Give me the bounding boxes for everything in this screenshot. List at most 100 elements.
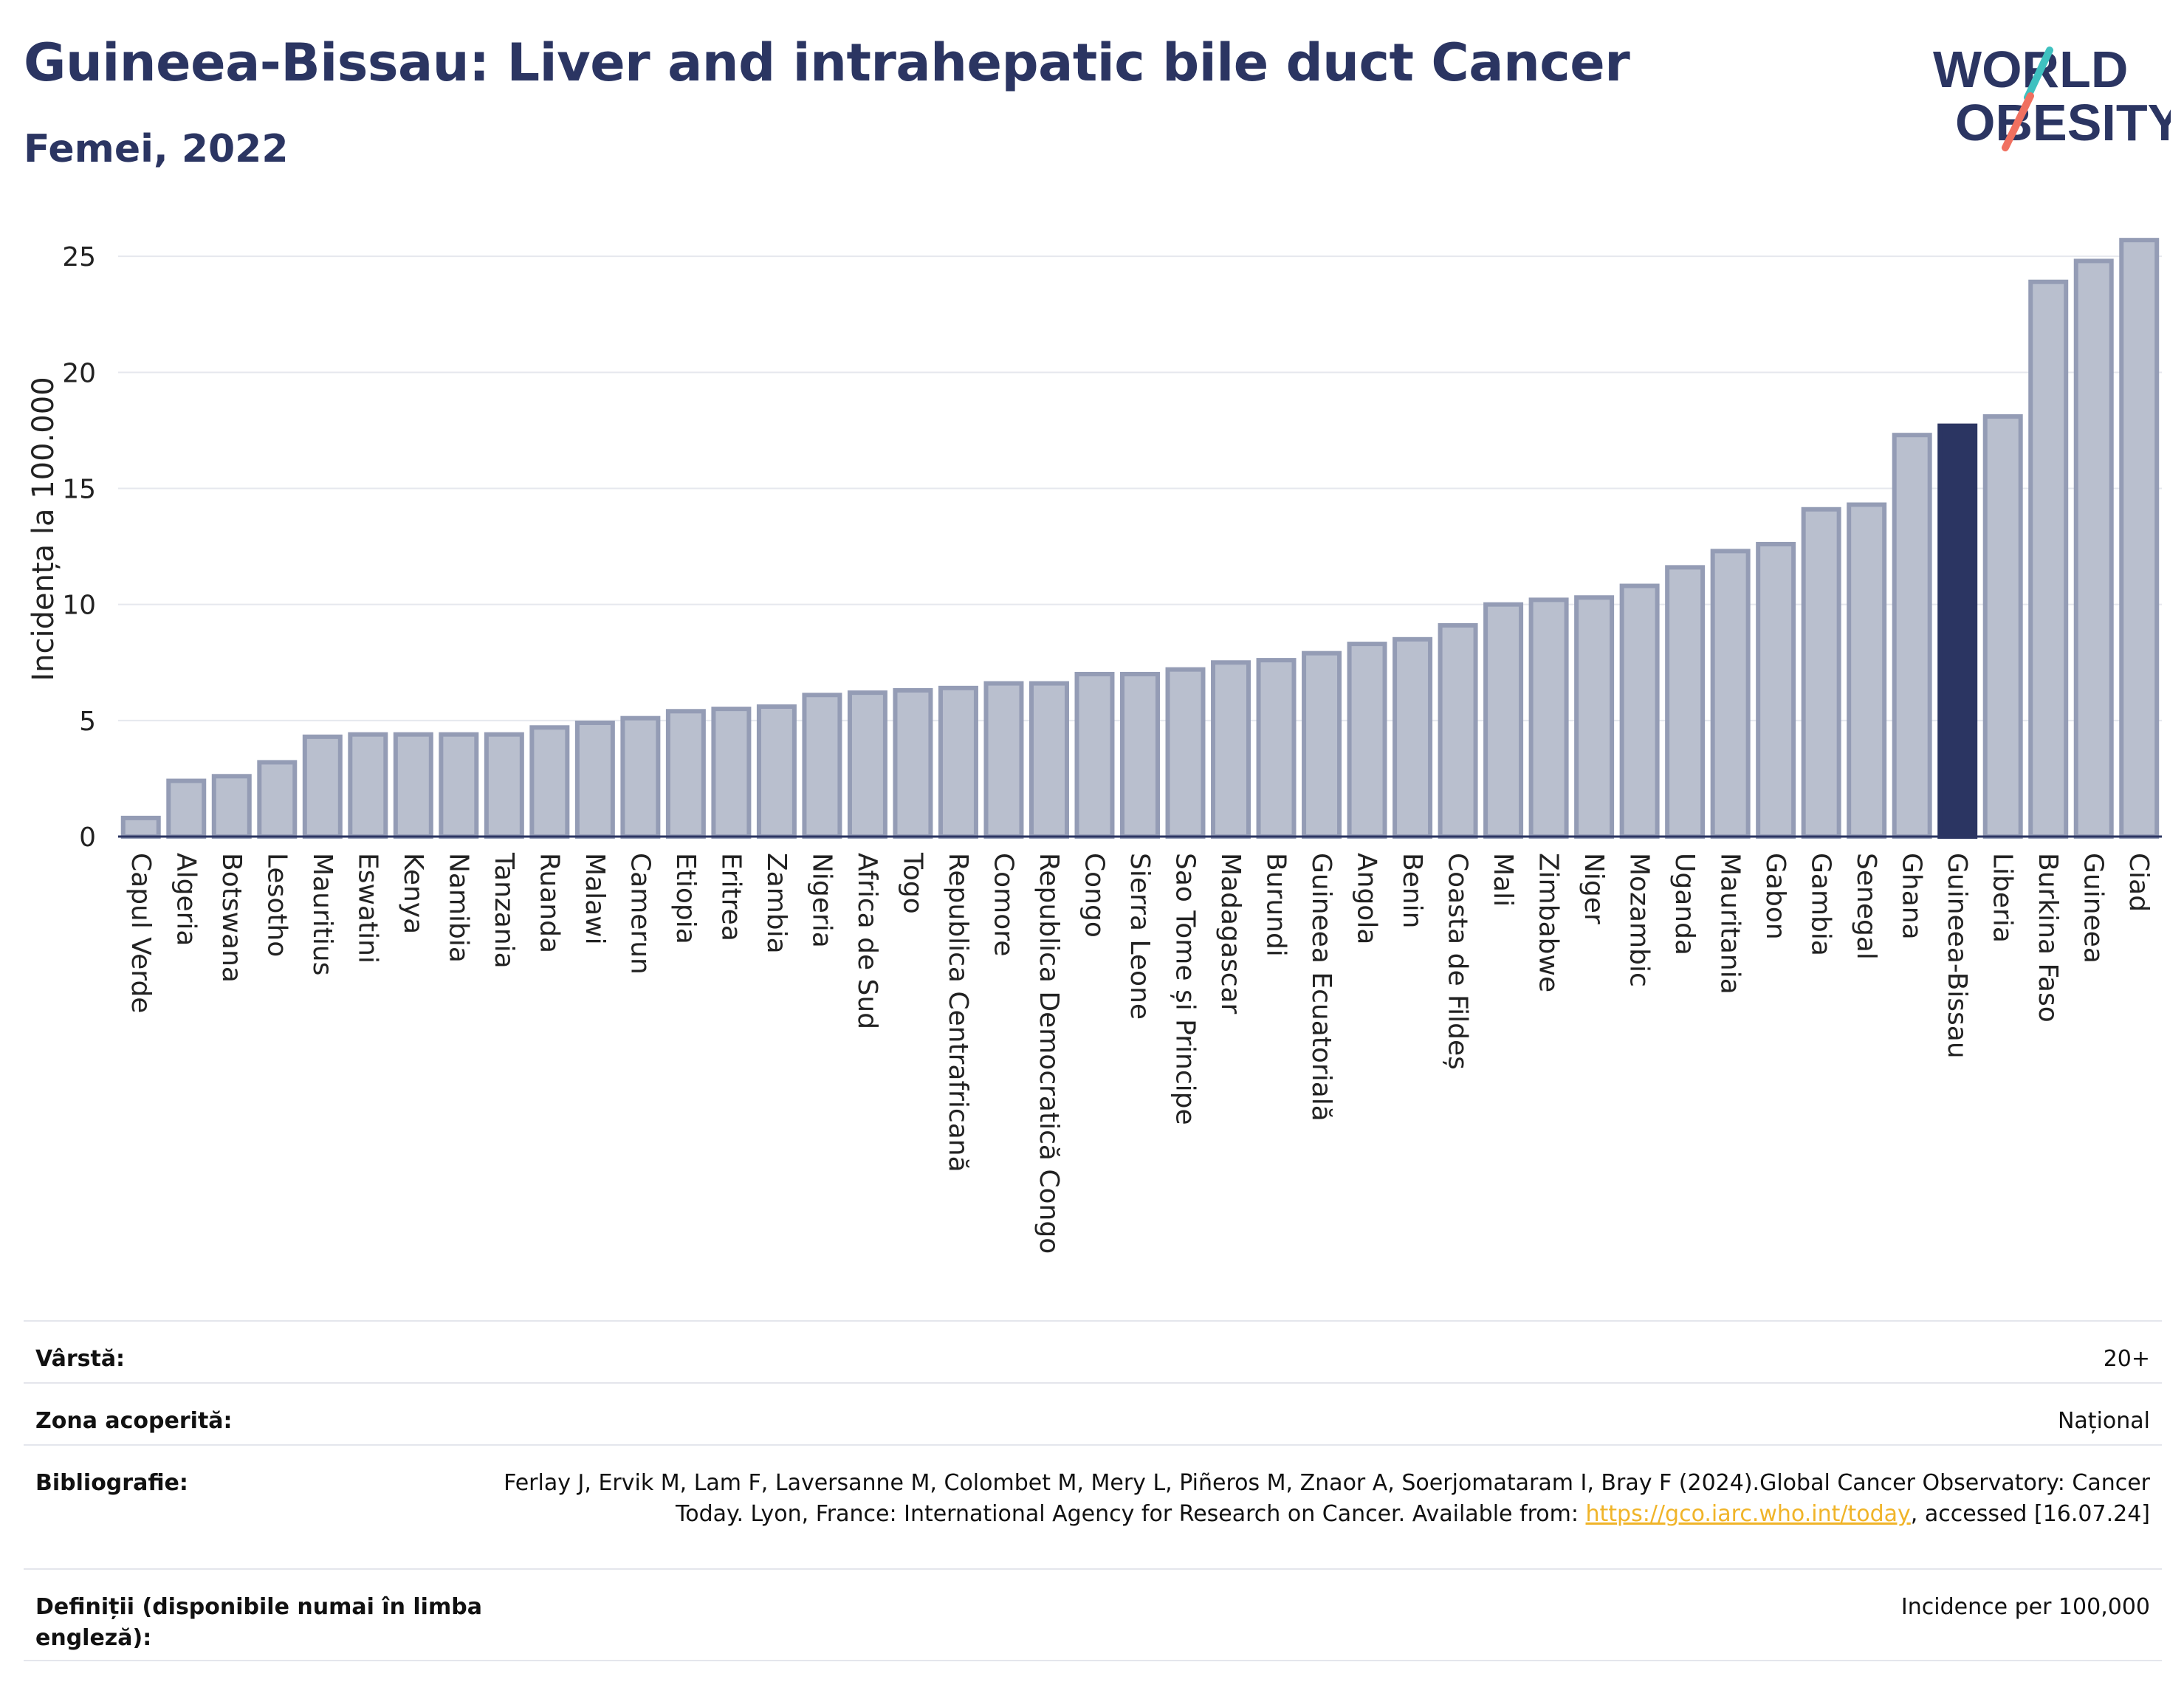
bar-malawi[interactable] (574, 720, 615, 839)
x-tick-label: Gambia (1806, 853, 1836, 956)
bar-madagascar[interactable] (1211, 660, 1251, 840)
x-tick-label: Capul Verde (126, 853, 156, 1013)
x-tick-label: Ruanda (534, 853, 564, 953)
bibliography-accessed: , accessed [16.07.24] (1910, 1501, 2150, 1527)
x-tick-label: Senegal (1851, 853, 1881, 960)
info-label-definitions: Definiții (disponibile numai în limba en… (35, 1594, 482, 1651)
bar-mauritius[interactable] (302, 734, 343, 840)
bar-capul-verde[interactable] (120, 815, 161, 839)
bibliography-link[interactable]: https://gco.iarc.who.int/today (1585, 1501, 1911, 1527)
info-label-coverage: Zona acoperită: (35, 1408, 233, 1434)
bar-ghana[interactable] (1892, 433, 1932, 839)
x-tick-label: Africa de Sud (852, 853, 882, 1029)
bar-mozambic[interactable] (1619, 583, 1660, 839)
bar-nigeria[interactable] (802, 693, 842, 839)
x-tick-label: Congo (1079, 853, 1109, 938)
bar-angola[interactable] (1347, 642, 1387, 839)
bar-gambia[interactable] (1801, 507, 1841, 839)
x-tick-label: Burkina Faso (2033, 853, 2063, 1023)
bar-ciad[interactable] (2119, 238, 2160, 839)
bar-togo[interactable] (893, 687, 933, 840)
bar-eritrea[interactable] (711, 707, 752, 840)
bar-uganda[interactable] (1665, 565, 1706, 839)
bar-camerun[interactable] (620, 715, 661, 839)
world-obesity-logo: WORLD OBESITY (1933, 41, 2171, 151)
x-tick-label: Mozambic (1624, 853, 1655, 987)
bar-botswana[interactable] (211, 774, 252, 840)
bar-ruanda[interactable] (529, 725, 570, 839)
bar-namibia[interactable] (439, 732, 479, 839)
info-value-coverage: Național (2057, 1408, 2150, 1434)
x-tick-label: Nigeria (806, 853, 837, 948)
bar-kenya[interactable] (393, 732, 433, 839)
bar-chart: 0 5 10 15 20 25 Incidența la 100.000 Capul Verd… (27, 238, 2162, 1254)
x-tick-label: Liberia (1988, 853, 2018, 943)
bar-sao-tome-i-principe[interactable] (1165, 667, 1206, 839)
bar-burkina-faso[interactable] (2028, 279, 2069, 840)
x-tick-label: Tanzania (489, 852, 519, 969)
info-value-age: 20+ (2103, 1346, 2150, 1372)
info-value-bibliography: Ferlay J, Ervik M, Lam F, Laversanne M, … (493, 1468, 2150, 1568)
bar-republica-democratic-congo[interactable] (1029, 681, 1069, 839)
bar-burundi[interactable] (1256, 658, 1297, 839)
logo-slash-teal (2024, 47, 2053, 101)
logo-slash-coral (2002, 92, 2034, 151)
bar-zambia[interactable] (756, 704, 797, 839)
info-row-bibliography: Bibliografie: Ferlay J, Ervik M, Lam F, … (24, 1444, 2162, 1568)
bar-benin[interactable] (1393, 636, 1433, 840)
bar-guineea-bissau[interactable] (1937, 423, 1978, 839)
x-tick-label: Sierra Leone (1124, 853, 1155, 1020)
x-tick-label: Zambia (761, 853, 791, 954)
x-tick-label: Ciad (2123, 853, 2154, 912)
y-tick-label: 10 (62, 591, 96, 621)
bar-sierra-leone[interactable] (1120, 671, 1160, 840)
x-tick-label: Mali (1488, 853, 1518, 907)
bar-liberia[interactable] (1982, 414, 2023, 839)
y-axis-title: Incidența la 100.000 (27, 377, 61, 681)
x-tick-label: Benin (1397, 853, 1427, 928)
bar-guineea[interactable] (2073, 258, 2114, 839)
x-tick-label: Sao Tome și Principe (1170, 853, 1201, 1125)
x-tick-label: Niger (1579, 853, 1609, 924)
bar-guineea-ecuatorial-[interactable] (1302, 650, 1342, 839)
y-tick-label: 25 (62, 242, 96, 272)
bar-comore[interactable] (983, 681, 1024, 839)
bar-tanzania[interactable] (484, 732, 524, 839)
bar-senegal[interactable] (1847, 502, 1887, 839)
info-label-bibliography: Bibliografie: (35, 1470, 188, 1496)
x-tick-label: Burundi (1261, 853, 1291, 957)
bar-mali[interactable] (1483, 602, 1524, 840)
bar-gabon[interactable] (1756, 541, 1796, 839)
x-tick-label: Malawi (580, 853, 610, 945)
y-tick-label: 15 (62, 474, 96, 504)
x-tick-label: Gabon (1760, 853, 1790, 940)
x-tick-label: Coasta de Fildeș (1443, 853, 1473, 1070)
bar-lesotho[interactable] (257, 760, 298, 840)
y-tick-label: 20 (62, 358, 96, 388)
x-tick-label: Mauritius (307, 853, 337, 975)
bar-republica-centrafrican-[interactable] (938, 685, 978, 839)
info-label-age: Vârstă: (35, 1346, 126, 1372)
bar-mauritania[interactable] (1710, 549, 1751, 839)
x-tick-label: Lesotho (261, 853, 292, 957)
bar-congo[interactable] (1074, 671, 1115, 840)
x-tick-label: Uganda (1669, 853, 1700, 955)
x-tick-label: Mauritania (1715, 853, 1745, 995)
x-tick-label: Republica Democratică Congo (1034, 853, 1064, 1254)
x-tick-label: Algeria (171, 853, 201, 947)
bar-africa-de-sud[interactable] (847, 690, 887, 839)
bar-niger[interactable] (1574, 595, 1615, 839)
bar-eswatini[interactable] (348, 732, 388, 839)
info-row-definitions: Definiții (disponibile numai în limba en… (24, 1568, 2162, 1661)
x-tick-label: Ghana (1897, 853, 1927, 940)
bar-etiopia[interactable] (665, 709, 706, 839)
bar-zimbabwe[interactable] (1528, 597, 1569, 839)
y-tick-label: 5 (79, 707, 96, 737)
x-tick-label: Eritrea (715, 853, 746, 941)
x-tick-label: Madagascar (1215, 853, 1246, 1014)
bar-coasta-de-filde-[interactable] (1438, 622, 1478, 839)
x-tick-label: Guineea-Bissau (1942, 853, 1972, 1059)
x-tick-label: Angola (1352, 853, 1382, 944)
bar-algeria[interactable] (166, 778, 207, 839)
x-tick-label: Guineea Ecuatorială (1306, 853, 1336, 1122)
